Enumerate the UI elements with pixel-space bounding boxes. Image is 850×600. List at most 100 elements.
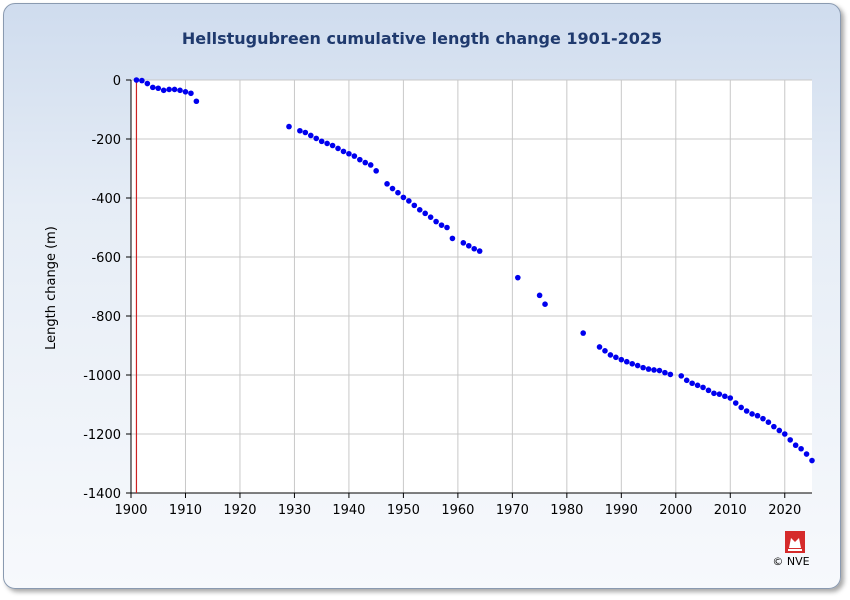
- data-point: [444, 224, 450, 231]
- data-point: [760, 415, 766, 422]
- x-tick-label: 1990: [605, 503, 638, 518]
- data-point: [324, 140, 330, 147]
- data-point: [732, 400, 739, 406]
- data-point: [400, 194, 407, 201]
- data-point: [433, 218, 439, 225]
- data-point: [155, 85, 162, 92]
- data-point: [651, 367, 657, 373]
- data-point: [667, 371, 674, 378]
- data-point: [580, 330, 586, 336]
- data-point: [476, 248, 483, 254]
- y-tick-label: 0: [113, 74, 121, 89]
- copyright-label: © NVE: [772, 555, 809, 568]
- data-point: [781, 431, 788, 437]
- x-tick-label: 2000: [659, 503, 692, 518]
- data-point: [765, 419, 772, 426]
- data-point: [351, 153, 358, 159]
- data-point: [727, 395, 734, 401]
- axes: [126, 79, 812, 498]
- data-point: [177, 87, 183, 94]
- data-point: [302, 129, 309, 136]
- x-tick-label: 1940: [332, 503, 365, 518]
- data-point: [362, 159, 369, 166]
- y-tick-label: -800: [91, 310, 121, 325]
- data-point: [449, 235, 456, 242]
- x-tick-label: 1920: [223, 503, 256, 518]
- y-tick-label: -1200: [83, 428, 121, 443]
- data-point: [149, 84, 156, 91]
- data-point: [689, 380, 695, 387]
- data-point: [411, 202, 418, 209]
- data-point: [749, 411, 755, 417]
- data-point: [623, 358, 630, 365]
- x-tick-label: 1910: [169, 503, 202, 518]
- data-point: [373, 168, 379, 174]
- data-point: [133, 77, 140, 83]
- data-point: [738, 404, 744, 411]
- data-point: [422, 210, 428, 217]
- nve-logo: [785, 531, 805, 553]
- x-tick-label: 1980: [550, 503, 583, 518]
- data-point: [798, 445, 804, 452]
- data-point: [711, 390, 717, 397]
- data-point: [166, 86, 172, 93]
- y-tick-label: -200: [91, 133, 121, 148]
- data-point: [160, 87, 167, 94]
- x-tick-label: 1900: [114, 503, 147, 518]
- data-point: [395, 189, 401, 196]
- data-point: [389, 185, 396, 192]
- data-point: [346, 150, 352, 157]
- data-point: [640, 364, 646, 371]
- data-point: [722, 393, 728, 400]
- data-point: [471, 245, 478, 252]
- data-point: [792, 442, 799, 449]
- data-point: [656, 367, 663, 374]
- data-point: [340, 148, 347, 155]
- data-point: [803, 451, 810, 457]
- x-tick-labels: 1900 1910 1920 1930 1940 1950 1960 1970 1980 1990…: [114, 503, 801, 518]
- data-point: [193, 98, 200, 105]
- data-point: [171, 86, 178, 93]
- data-point: [645, 366, 652, 372]
- data-point: [465, 242, 472, 249]
- x-tick-label: 1930: [278, 503, 311, 518]
- x-tick-label: 2020: [768, 503, 801, 518]
- data-point: [515, 274, 521, 281]
- data-point: [188, 90, 194, 97]
- chart-title: Hellstugubreen cumulative length change …: [182, 29, 662, 48]
- data-point: [384, 181, 390, 187]
- data-point: [297, 127, 303, 134]
- data-point: [536, 292, 543, 299]
- data-point: [406, 198, 412, 204]
- y-tick-label: -1400: [83, 487, 121, 502]
- data-point: [683, 377, 690, 384]
- x-tick-label: 1950: [387, 503, 420, 518]
- data-point: [743, 408, 750, 414]
- y-tick-label: -1000: [83, 369, 121, 384]
- data-point: [629, 360, 636, 367]
- data-point: [438, 222, 445, 228]
- data-point: [602, 348, 608, 354]
- data-point: [286, 123, 292, 130]
- data-point: [754, 412, 761, 419]
- data-point: [307, 132, 314, 139]
- y-tick-label: -600: [91, 251, 121, 266]
- x-tick-label: 2010: [714, 503, 747, 518]
- data-point: [367, 162, 374, 168]
- plot-area: [131, 80, 812, 493]
- data-point: [662, 369, 668, 376]
- x-tick-label: 1970: [496, 503, 529, 518]
- data-point: [787, 437, 794, 443]
- data-point: [613, 354, 619, 361]
- data-point: [427, 214, 434, 220]
- data-point: [313, 135, 320, 142]
- data-point: [618, 356, 625, 363]
- data-point: [139, 77, 145, 84]
- data-point: [607, 352, 614, 358]
- data-point: [182, 89, 189, 95]
- data-point: [705, 387, 712, 394]
- data-point: [144, 80, 151, 87]
- data-point: [634, 362, 641, 369]
- data-points: [133, 77, 815, 464]
